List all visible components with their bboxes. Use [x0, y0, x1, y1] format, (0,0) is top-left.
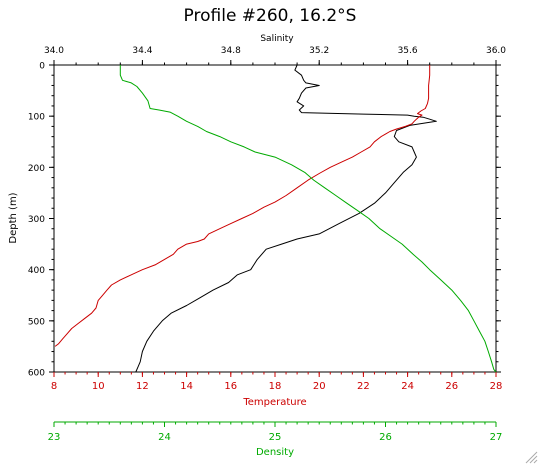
- depth-axis-label: Depth (m): [8, 192, 19, 243]
- density-axis-label: Density: [256, 447, 294, 458]
- salinity-tick-label: 34.8: [221, 46, 241, 56]
- density-profile-line: [119, 65, 497, 373]
- temperature-tick-label: 8: [51, 381, 57, 392]
- temperature-tick-label: 18: [269, 381, 282, 392]
- temperature-tick-label: 26: [445, 381, 458, 392]
- salinity-tick-label: 35.6: [398, 46, 418, 56]
- density-tick-label: 26: [379, 432, 392, 443]
- temperature-tick-label: 22: [357, 381, 370, 392]
- density-tick-label: 25: [269, 432, 282, 443]
- depth-tick-label: 600: [28, 369, 45, 379]
- series-layer: [54, 64, 497, 373]
- temperature-tick-label: 12: [136, 381, 149, 392]
- salinity-tick-label: 34.0: [44, 46, 64, 56]
- temperature-tick-label: 16: [224, 381, 237, 392]
- temperature-tick-label: 28: [490, 381, 503, 392]
- depth-tick-label: 0: [39, 62, 45, 72]
- depth-tick-label: 500: [28, 317, 45, 327]
- density-tick-label: 24: [158, 432, 171, 443]
- plot-frame: [53, 64, 497, 373]
- density-tick-label: 27: [490, 432, 503, 443]
- density-tick-label: 23: [48, 432, 61, 443]
- salinity-tick-label: 35.2: [309, 46, 329, 56]
- salinity-tick-label: 34.4: [132, 46, 152, 56]
- salinity-tick-label: 36.0: [486, 46, 506, 56]
- depth-tick-label: 300: [28, 215, 45, 225]
- chart-title: Profile #260, 16.2°S: [184, 6, 357, 26]
- temperature-tick-label: 24: [401, 381, 414, 392]
- temperature-tick-label: 10: [92, 381, 105, 392]
- tick-layer: 0 100 200 300 400 500 600 34.0 34.4 34.8 35.2 35.6 3…: [28, 46, 506, 443]
- resize-grip-icon[interactable]: [525, 451, 538, 464]
- temperature-tick-label: 20: [313, 381, 326, 392]
- salinity-axis-label: Salinity: [260, 34, 294, 44]
- temperature-profile-line: [54, 65, 431, 347]
- salinity-profile-line: [135, 64, 437, 373]
- depth-tick-label: 200: [28, 164, 45, 174]
- temperature-axis-label: Temperature: [242, 397, 306, 408]
- depth-tick-label: 100: [28, 113, 45, 123]
- depth-tick-label: 400: [28, 266, 45, 276]
- temperature-tick-label: 14: [180, 381, 193, 392]
